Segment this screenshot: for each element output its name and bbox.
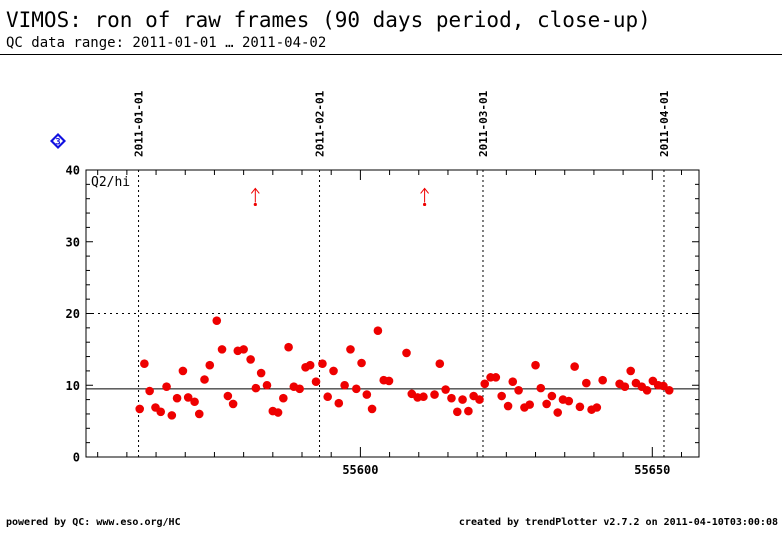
data-point — [329, 366, 338, 376]
data-point — [373, 326, 383, 336]
data-point — [323, 392, 332, 402]
data-point — [480, 379, 490, 389]
data-point — [362, 390, 372, 399]
date-marker-label: 2011-01-01 — [133, 90, 146, 157]
data-point — [352, 384, 361, 394]
data-point — [357, 358, 366, 368]
data-point — [553, 408, 563, 417]
data-point — [536, 383, 546, 393]
data-point — [256, 368, 266, 378]
data-point — [190, 397, 199, 407]
data-point — [311, 377, 321, 386]
data-point — [525, 400, 534, 409]
data-point — [305, 360, 315, 370]
data-point — [251, 383, 261, 393]
data-point — [273, 408, 283, 417]
data-point — [334, 398, 344, 408]
data-point — [402, 348, 411, 358]
chart-title: VIMOS: ron of raw frames (90 days period… — [6, 8, 651, 32]
y-tick-label: 40 — [66, 164, 80, 178]
data-point — [279, 393, 288, 403]
data-point — [575, 402, 585, 412]
data-point — [262, 380, 272, 390]
data-point — [246, 355, 255, 364]
data-point — [346, 345, 355, 354]
data-point — [503, 401, 513, 411]
outlier-arrow-icon — [420, 187, 429, 207]
data-point — [564, 396, 574, 406]
y-tick-label: 0 — [73, 451, 80, 465]
data-point — [447, 393, 456, 403]
data-point — [508, 377, 518, 386]
data-point — [140, 359, 149, 369]
data-point — [497, 391, 506, 401]
data-point — [156, 407, 166, 417]
data-point — [582, 378, 591, 388]
badge-label: 3 — [55, 138, 60, 148]
data-point — [626, 366, 635, 376]
data-point — [430, 390, 439, 399]
data-point — [340, 380, 349, 390]
data-point — [212, 316, 222, 325]
data-point — [194, 409, 204, 419]
data-point — [295, 384, 304, 394]
data-point — [205, 360, 215, 370]
data-point — [223, 391, 233, 401]
chart-subtitle: QC data range: 2011-01-01 … 2011-04-02 — [6, 35, 327, 51]
date-marker-label: 2011-04-01 — [658, 90, 671, 157]
badge-3[interactable]: 3 — [50, 133, 66, 149]
x-tick-label: 55600 — [342, 463, 378, 477]
data-point — [491, 373, 501, 382]
panel-label: Q2/hi — [91, 175, 130, 190]
data-point — [145, 386, 154, 396]
data-point — [598, 375, 607, 385]
data-point — [367, 404, 377, 414]
data-point — [531, 360, 540, 370]
data-point — [419, 392, 428, 402]
data-point — [239, 345, 248, 354]
data-point — [542, 399, 551, 409]
data-point — [172, 393, 182, 403]
data-point — [228, 399, 238, 409]
data-point — [318, 359, 327, 369]
data-point — [464, 406, 473, 416]
data-point — [642, 385, 652, 395]
data-point — [620, 382, 630, 391]
outlier-arrow-icon — [250, 187, 260, 207]
data-point — [458, 395, 467, 404]
header-divider — [0, 54, 782, 55]
x-tick-label: 55650 — [634, 463, 670, 477]
data-point — [183, 393, 193, 402]
data-point — [200, 375, 209, 384]
footer-powered-by: powered by QC: www.eso.org/HC — [6, 517, 181, 528]
date-marker-label: 2011-02-01 — [314, 90, 327, 157]
data-point — [435, 359, 445, 369]
data-point — [547, 391, 557, 401]
y-tick-label: 30 — [66, 235, 80, 249]
data-point — [284, 342, 293, 352]
data-point — [570, 362, 579, 371]
data-point — [162, 382, 171, 391]
data-point — [167, 411, 177, 420]
date-marker-label: 2011-03-01 — [477, 90, 490, 157]
data-point — [441, 385, 450, 394]
data-point — [217, 345, 227, 354]
badge-inner-diamond-icon — [53, 136, 63, 146]
plot-frame — [85, 169, 700, 458]
y-tick-label: 20 — [66, 307, 80, 321]
y-tick-label: 10 — [66, 379, 80, 393]
data-point — [178, 366, 188, 376]
footer-created-by: created by trendPlotter v2.7.2 on 2011-0… — [458, 517, 778, 528]
data-point — [475, 395, 484, 404]
data-point — [514, 385, 523, 395]
data-point — [664, 385, 674, 395]
data-point — [453, 407, 462, 417]
data-point — [135, 404, 145, 414]
data-point — [384, 376, 394, 386]
data-point — [592, 403, 602, 412]
